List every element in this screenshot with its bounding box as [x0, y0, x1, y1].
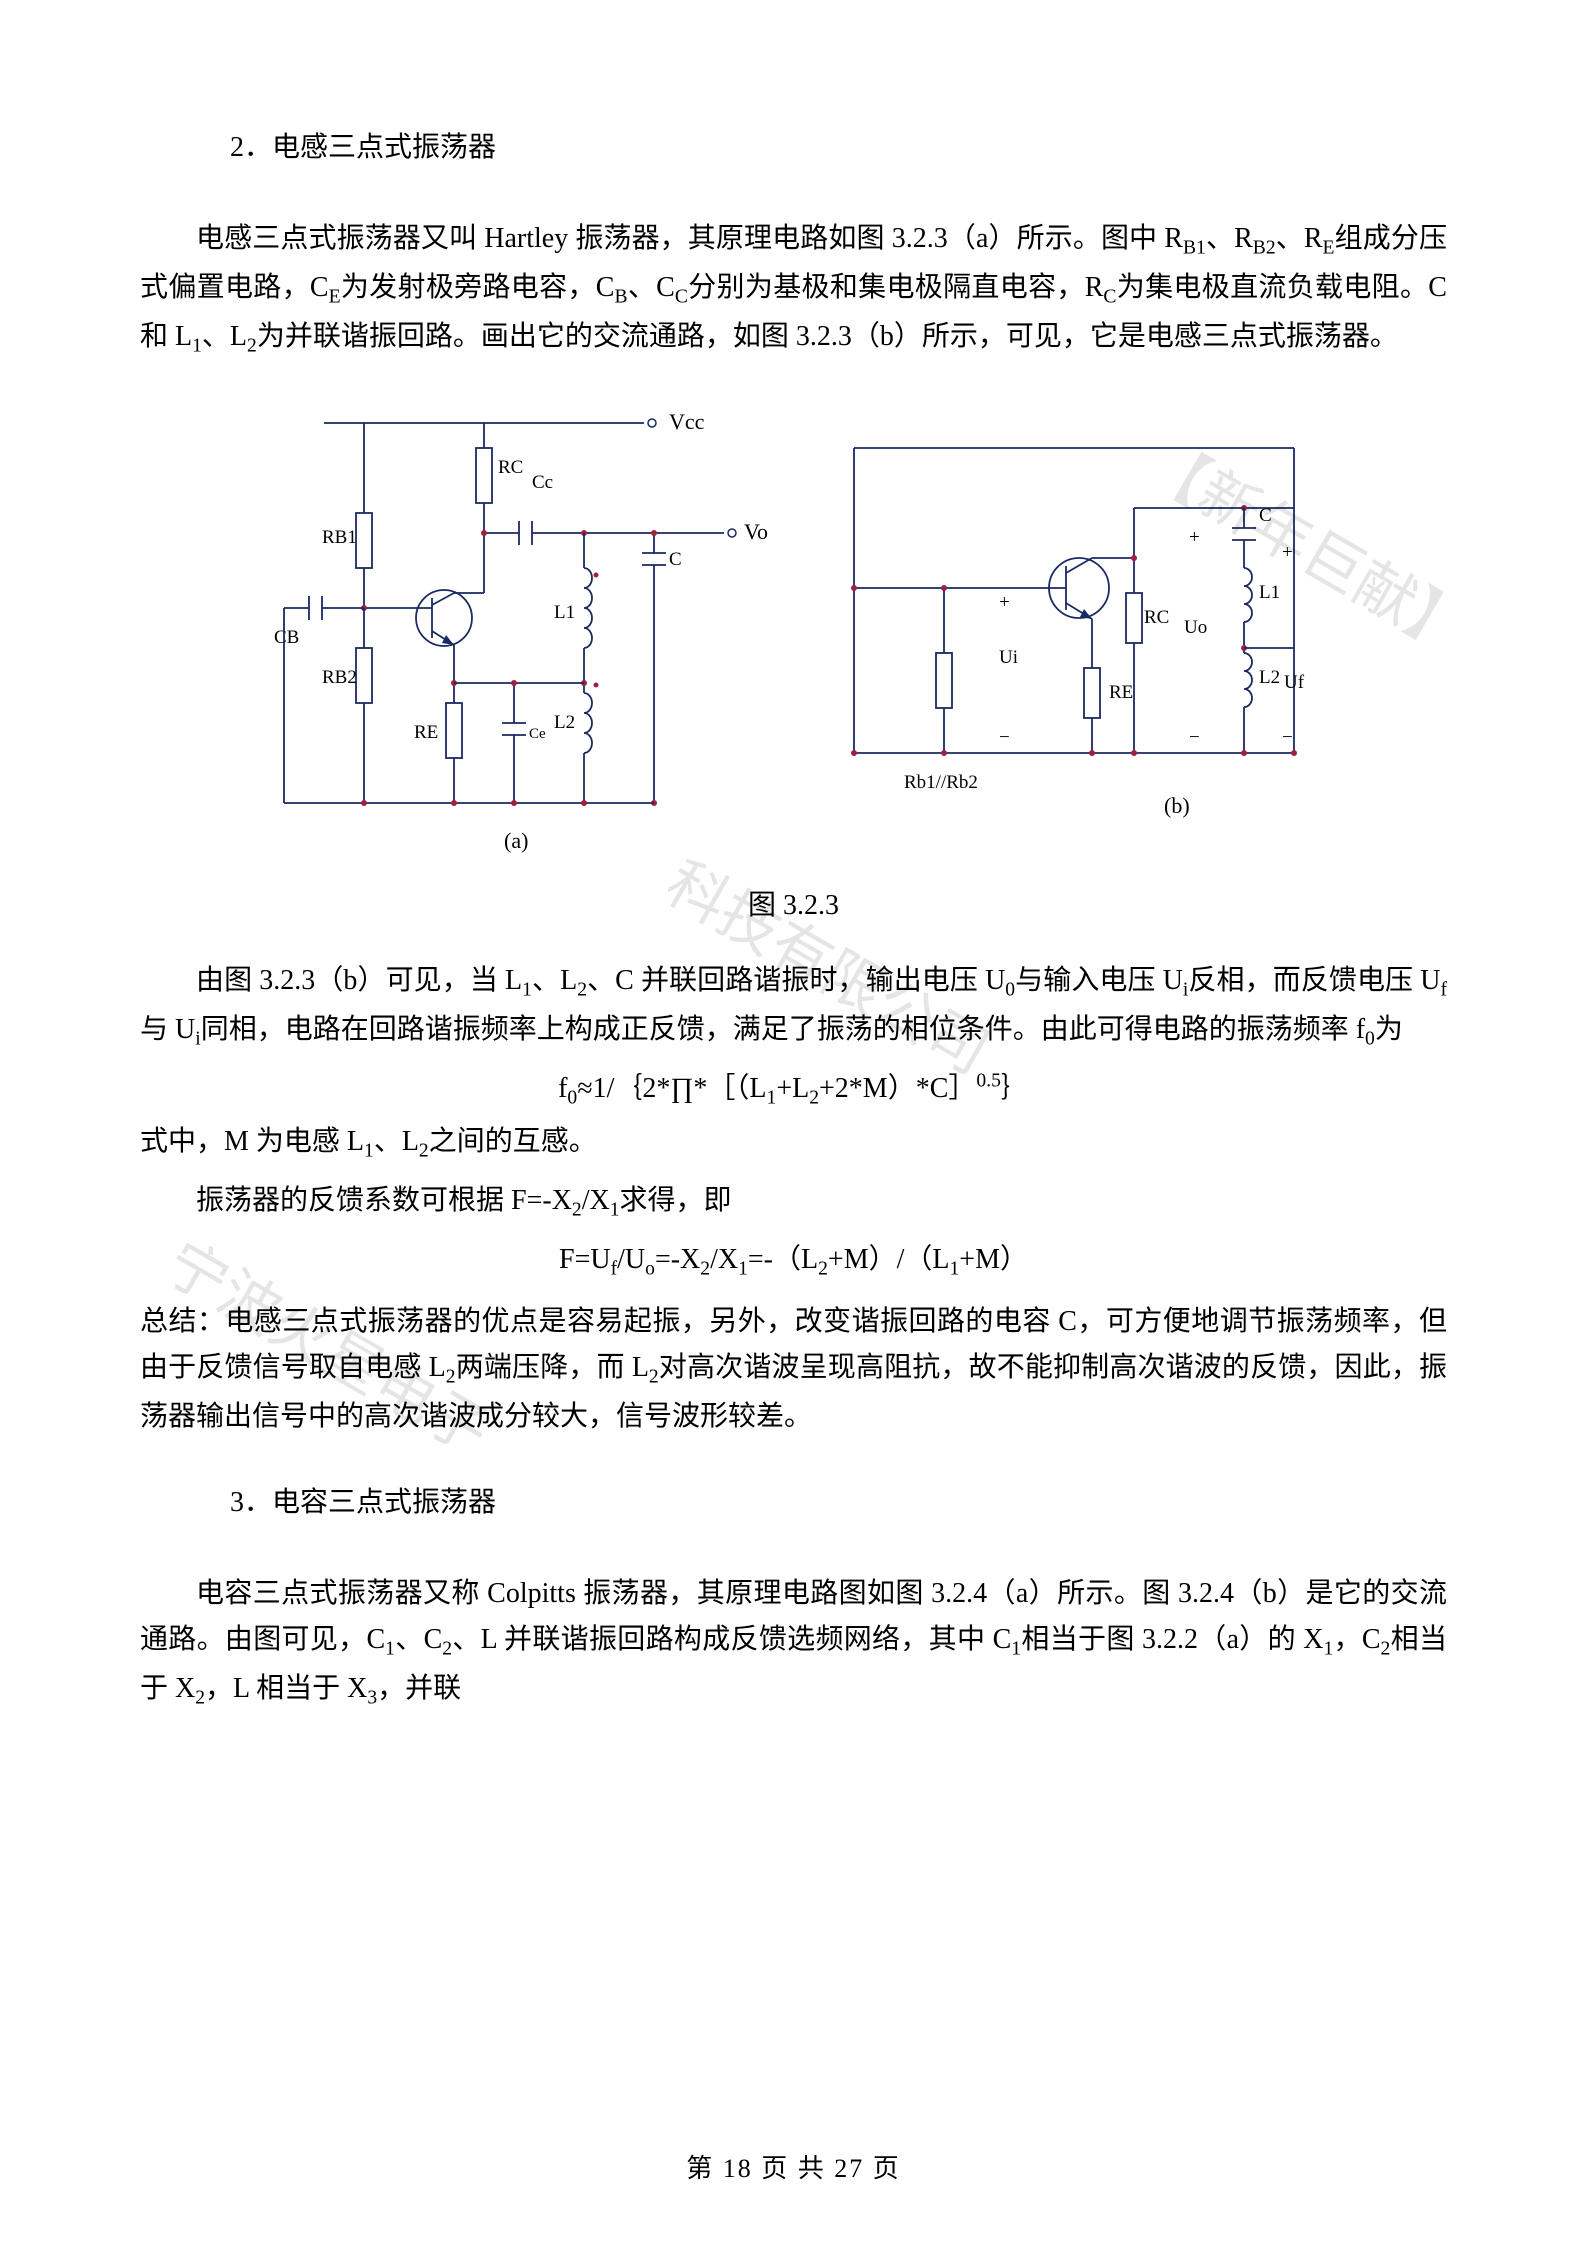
analysis-para: 由图 3.2.3（b）可见，当 L1、L2、C 并联回路谐振时，输出电压 U0与… — [140, 958, 1447, 1056]
label-plus-uf: + — [1282, 542, 1293, 563]
label-ui: Ui — [999, 647, 1018, 668]
label-c-a: C — [669, 549, 682, 570]
circuit-a: Vcc RC RB1 Cc Vo — [274, 409, 768, 853]
label-vcc: Vcc — [669, 409, 705, 434]
label-l1-a: L1 — [554, 602, 575, 623]
label-l2-a: L2 — [554, 712, 575, 733]
label-a: (a) — [504, 828, 528, 853]
label-l1-b: L1 — [1259, 582, 1280, 603]
label-re-a: RE — [414, 722, 438, 743]
label-cc: Cc — [532, 472, 553, 493]
mutual-inductance-note: 式中，M 为电感 L1、L2之间的互感。 — [140, 1119, 1447, 1168]
section-2-heading: 2．电感三点式振荡器 — [140, 120, 1447, 176]
label-uf: Uf — [1284, 672, 1305, 693]
circuit-b: C L1 L2 + Uf − + Uo − — [851, 448, 1305, 818]
label-rc-b: RC — [1144, 607, 1169, 628]
label-rb1: RB1 — [322, 527, 357, 548]
circuit-diagram-svg: Vcc RC RB1 Cc Vo — [254, 393, 1334, 853]
label-minus-uo: − — [1189, 727, 1200, 748]
label-rc-a: RC — [498, 457, 523, 478]
page-content: 2．电感三点式振荡器 电感三点式振荡器又叫 Hartley 振荡器，其原理电路如… — [140, 120, 1447, 1715]
section-2-paragraph: 电感三点式振荡器又叫 Hartley 振荡器，其原理电路如图 3.2.3（a）所… — [140, 216, 1447, 363]
label-uo-b: Uo — [1184, 617, 1207, 638]
label-l2-b: L2 — [1259, 667, 1280, 688]
feedback-coeff-para: 振荡器的反馈系数可根据 F=-X2/X1求得，即 — [140, 1178, 1447, 1227]
summary-para: 总结：电感三点式振荡器的优点是容易起振，另外，改变谐振回路的电容 C，可方便地调… — [140, 1299, 1447, 1440]
equation-f: F=Uf/Uo=-X2/X1=-（L2+M）/（L1+M） — [140, 1237, 1447, 1281]
page-footer: 第 18 页 共 27 页 — [0, 2148, 1587, 2185]
label-minus-uf: − — [1282, 727, 1293, 748]
label-plus-uo: + — [1189, 527, 1200, 548]
figure-caption: 图 3.2.3 — [140, 883, 1447, 923]
label-rb2: RB2 — [322, 667, 357, 688]
label-ce: Ce — [529, 726, 546, 742]
label-re-b: RE — [1109, 682, 1133, 703]
label-minus-ui: − — [999, 727, 1010, 748]
section-3-heading: 3．电容三点式振荡器 — [140, 1475, 1447, 1531]
label-rb1rb2: Rb1//Rb2 — [904, 772, 978, 793]
section-3-paragraph: 电容三点式振荡器又称 Colpitts 振荡器，其原理电路图如图 3.2.4（a… — [140, 1571, 1447, 1715]
equation-f0: f0≈1/｛2*∏*［（L1+L2+2*M）*C］0.5｝ — [140, 1066, 1447, 1110]
label-c-b: C — [1259, 505, 1272, 526]
label-b: (b) — [1164, 793, 1190, 818]
label-cb: CB — [274, 627, 299, 648]
figure-3-2-3: Vcc RC RB1 Cc Vo — [254, 393, 1334, 858]
label-vo: Vo — [744, 519, 768, 544]
label-plus-ui: + — [999, 592, 1010, 613]
